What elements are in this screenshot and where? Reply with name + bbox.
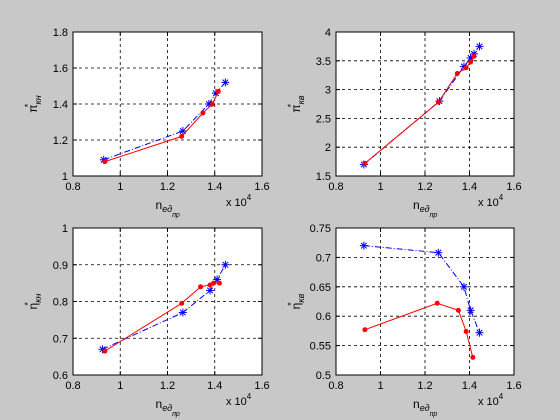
x-tick-label: 0.8: [328, 181, 343, 193]
subplot-eta-kn: 0.8 1 1.2 1.4 1.6 0.6 0.7 0.8 0.9 1 x 104 nедпр ηкн*: [23, 223, 270, 418]
y-tick-label: 0.75: [310, 223, 331, 235]
x-tick-label: 0.8: [65, 181, 80, 193]
data-point-star: [434, 248, 443, 257]
y-tick-label: 0.7: [53, 333, 68, 345]
data-point-star: [459, 282, 468, 291]
y-axis-label: πкн*: [23, 95, 43, 113]
y-tick-label: 0.5: [316, 370, 331, 382]
y-tick-label: 0.8: [53, 297, 68, 309]
data-point-dot: [435, 99, 441, 105]
x-axis-multiplier: x 104: [226, 193, 252, 209]
y-tick-label: 0.9: [53, 260, 68, 272]
x-axis-multiplier: x 104: [226, 392, 252, 408]
data-point-dot: [216, 280, 222, 286]
data-point-star: [475, 42, 484, 51]
x-tick-label: 1.2: [160, 181, 175, 193]
data-point-dot: [463, 65, 469, 71]
x-tick-label: 1: [377, 181, 383, 193]
y-tick-label: 1.2: [53, 135, 68, 147]
x-tick-label: 1.6: [506, 181, 521, 193]
subplot-pi-kv: 0.8 1 1.2 1.4 1.6 1.5 2 2.5 3 3.5 4 x 104 nедпр πкв*: [286, 27, 522, 219]
data-point-dot: [362, 327, 368, 333]
x-tick-label: 0.8: [328, 380, 343, 392]
data-point-dot: [470, 354, 476, 360]
data-point-dot: [362, 160, 368, 166]
data-point-dot: [463, 328, 469, 334]
x-tick-label: 1.4: [462, 380, 477, 392]
y-tick-label: 0.7: [316, 252, 331, 264]
axes-frame: [335, 31, 515, 177]
x-tick-label: 1.2: [417, 380, 432, 392]
x-axis-label: nедпр: [156, 397, 180, 418]
x-tick-label: 1: [117, 380, 123, 392]
data-point-star: [466, 306, 475, 315]
y-tick-label: 0.65: [310, 282, 331, 294]
series-line-0: [363, 245, 480, 333]
axes-frame: [72, 227, 263, 376]
x-tick-label: 1.4: [207, 380, 222, 392]
y-tick-label: 1.4: [53, 99, 68, 111]
y-tick-label: 1.5: [316, 171, 331, 183]
x-tick-label: 1.6: [506, 380, 521, 392]
x-axis-label: nедпр: [413, 198, 437, 219]
data-point-dot: [211, 280, 217, 286]
x-tick-label: 0.8: [65, 380, 80, 392]
data-point-star: [221, 260, 230, 269]
y-tick-label: 2: [325, 142, 331, 154]
data-point-dot: [179, 300, 185, 306]
data-point-star: [206, 286, 215, 295]
data-point-dot: [471, 53, 477, 59]
data-point-dot: [179, 133, 185, 139]
y-tick-label: 0.6: [316, 311, 331, 323]
axes-frame: [335, 227, 515, 376]
y-tick-label: 1.8: [53, 27, 68, 39]
y-tick-label: 1.6: [53, 63, 68, 75]
y-axis-label: ηкв*: [286, 293, 306, 309]
y-axis-label: πкв*: [286, 95, 306, 113]
data-point-star: [475, 328, 484, 337]
y-tick-label: 0.6: [53, 370, 68, 382]
data-point-star: [221, 78, 230, 87]
x-tick-label: 1.6: [254, 380, 269, 392]
x-axis-multiplier: x 104: [478, 193, 504, 209]
data-point-dot: [434, 300, 440, 306]
x-axis-multiplier: x 104: [478, 392, 504, 408]
y-tick-label: 3: [325, 85, 331, 97]
y-tick-label: 3.5: [316, 56, 331, 68]
y-tick-label: 4: [325, 27, 331, 39]
y-tick-label: 1: [62, 171, 68, 183]
data-point-dot: [209, 101, 215, 107]
x-tick-label: 1.2: [160, 380, 175, 392]
y-tick-label: 1: [62, 223, 68, 235]
y-tick-label: 0.55: [310, 341, 331, 353]
x-tick-label: 1: [117, 181, 123, 193]
x-tick-label: 1.4: [462, 181, 477, 193]
y-tick-label: 2.5: [316, 113, 331, 125]
subplot-eta-kv: 0.8 1 1.2 1.4 1.6 0.5 0.55 0.6 0.65 0.7 0.75 x 104 n…: [286, 223, 522, 418]
data-point-dot: [102, 348, 108, 354]
data-point-dot: [455, 307, 461, 313]
x-tick-label: 1.4: [207, 181, 222, 193]
x-axis-label: nедпр: [156, 198, 180, 219]
data-point-dot: [102, 159, 108, 165]
x-tick-label: 1: [377, 380, 383, 392]
data-point-dot: [200, 110, 206, 116]
data-point-star: [204, 100, 213, 108]
y-axis-label: ηкн*: [23, 294, 43, 310]
axes-frame: [72, 31, 263, 177]
x-tick-label: 1.6: [254, 181, 269, 193]
data-point-dot: [198, 284, 204, 290]
data-point-dot: [454, 70, 460, 76]
x-tick-label: 1.2: [417, 181, 432, 193]
data-point-star: [178, 127, 187, 135]
data-point-star: [359, 241, 368, 250]
data-point-star: [178, 308, 187, 317]
data-point-dot: [215, 88, 221, 94]
x-axis-label: nедпр: [413, 397, 437, 418]
data-point-dot: [468, 59, 474, 65]
